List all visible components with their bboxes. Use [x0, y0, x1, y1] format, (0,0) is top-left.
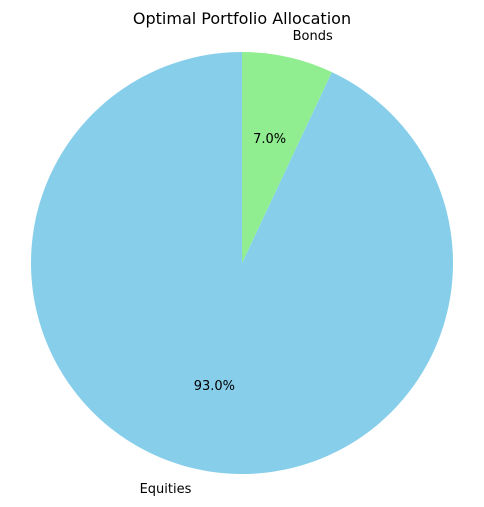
slice-percent-bonds: 7.0% — [253, 132, 286, 147]
pie-slice-equities — [30, 52, 454, 474]
pie-slices — [30, 52, 454, 474]
slice-label-bonds: Bonds — [293, 29, 333, 44]
slice-label-equities: Equities — [140, 482, 192, 497]
chart-title: Optimal Portfolio Allocation — [133, 9, 351, 28]
pie-slice-bonds — [242, 52, 332, 263]
slice-percent-equities: 93.0% — [194, 379, 235, 394]
pie-labels: Equities 93.0% Bonds 7.0% — [140, 29, 333, 497]
